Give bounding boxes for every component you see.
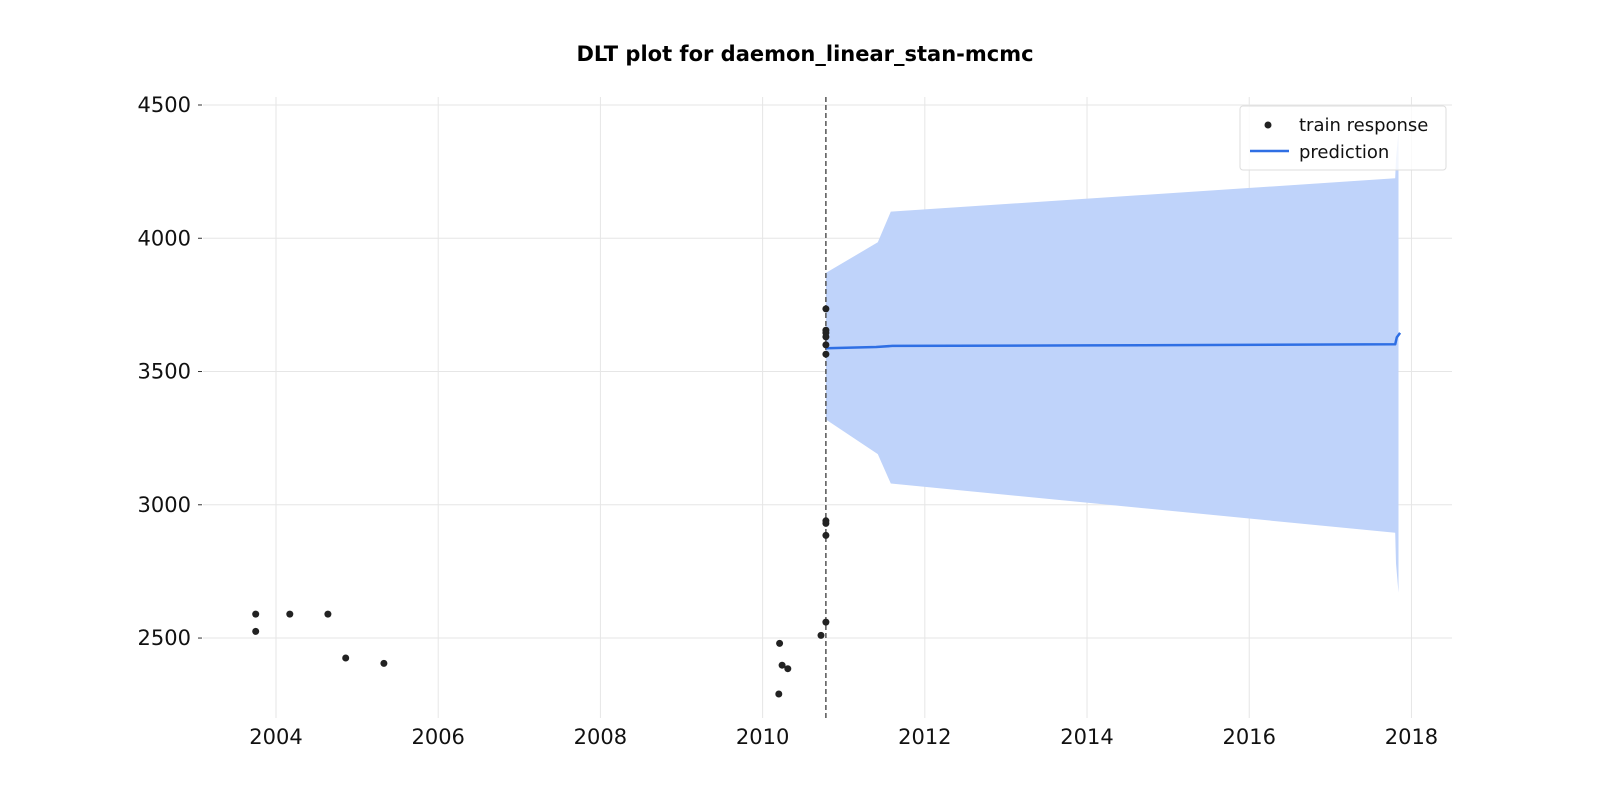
train-response-point <box>822 350 830 358</box>
x-tick-label: 2012 <box>898 725 951 749</box>
legend-prediction-label: prediction <box>1299 142 1389 163</box>
train-response-point <box>817 631 825 639</box>
prediction-band <box>825 131 1399 593</box>
x-tick-label: 2006 <box>411 725 464 749</box>
x-tick-label: 2018 <box>1385 725 1438 749</box>
y-tick-label: 4000 <box>138 226 191 250</box>
train-response-points <box>252 305 830 698</box>
y-tick-label: 2500 <box>138 626 191 650</box>
x-tick-label: 2008 <box>574 725 627 749</box>
train-response-point <box>822 517 830 525</box>
train-response-point <box>822 341 830 349</box>
y-tick-label: 4500 <box>138 93 191 117</box>
chart-title: DLT plot for daemon_linear_stan-mcmc <box>576 42 1033 66</box>
train-response-point <box>822 618 830 626</box>
train-response-point <box>778 661 786 669</box>
prediction-line-group <box>825 332 1402 350</box>
train-response-point <box>822 531 830 539</box>
legend-train-label: train response <box>1299 115 1428 136</box>
train-response-point <box>822 326 830 334</box>
legend: train response prediction <box>1239 105 1447 171</box>
x-tick-label: 2016 <box>1223 725 1276 749</box>
train-response-point <box>380 659 388 667</box>
prediction-band-group <box>825 131 1399 593</box>
x-tick-label: 2004 <box>249 725 302 749</box>
train-response-point <box>324 610 332 618</box>
train-response-point <box>776 639 784 647</box>
x-axis: 2004 2006 2008 2010 2012 2014 2016 2018 <box>249 725 1438 749</box>
y-tick-label: 3500 <box>138 360 191 384</box>
y-axis: 2500 3000 3500 4000 4500 <box>138 93 202 650</box>
train-response-point <box>784 665 792 673</box>
train-response-point <box>822 305 830 313</box>
train-response-point <box>775 690 783 698</box>
prediction-line <box>825 332 1402 350</box>
legend-train-marker <box>1264 121 1272 129</box>
legend-box <box>1239 105 1447 171</box>
x-tick-label: 2010 <box>736 725 789 749</box>
y-tick-label: 3000 <box>138 493 191 517</box>
train-response-point <box>286 610 294 618</box>
train-response-point <box>252 610 260 618</box>
x-tick-label: 2014 <box>1060 725 1113 749</box>
train-response-point <box>252 627 260 635</box>
train-response-point <box>342 654 350 662</box>
